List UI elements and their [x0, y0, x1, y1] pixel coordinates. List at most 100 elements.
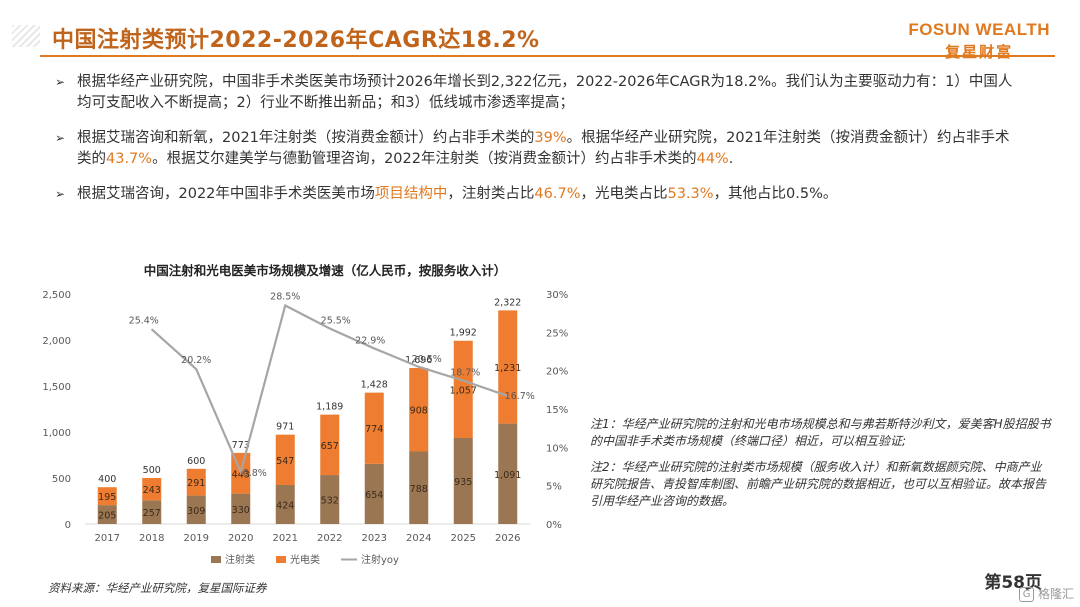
- legend-label-yoy: 注射yoy: [361, 553, 399, 566]
- bullet-text: 。根据华经产业研究院，2021年注射类（按消费金额计）约占非手术类的: [77, 130, 1010, 167]
- x-axis-tick: 2020: [228, 533, 253, 544]
- highlight-text: 46.7%: [534, 186, 581, 202]
- highlight-text: 44%: [696, 151, 729, 167]
- yoy-label: 25.4%: [129, 315, 159, 326]
- bullet-arrow-icon: ➢: [55, 187, 66, 201]
- note-1: 注1：华经产业研究院的注射和光电市场规模总和与弗若斯特沙利文，爱美客H股招股书的…: [590, 417, 1051, 448]
- bar-injection: [364, 463, 384, 524]
- x-axis-tick: 2022: [317, 533, 342, 544]
- yoy-label: 18.7%: [450, 368, 480, 379]
- yoy-label: 20.2%: [181, 355, 211, 366]
- legend-swatch-injection: [211, 556, 221, 563]
- bar-label-photoelectric: 1,231: [494, 363, 521, 374]
- chart-title: 中国注射和光电医美市场规模及增速（亿人民币，按服务收入计）: [143, 263, 507, 278]
- watermark-logo-icon: G: [1019, 587, 1035, 602]
- y-axis-left-tick: 500: [52, 474, 71, 485]
- highlight-text: 项目结构中: [374, 186, 448, 202]
- bar-injection: [142, 500, 162, 524]
- y-axis-right-tick: 5%: [546, 482, 562, 493]
- x-axis-tick: 2024: [406, 533, 431, 544]
- bar-photoelectric: [186, 468, 206, 496]
- bar-injection: [453, 437, 473, 524]
- bullet-list: ➢ 根据华经产业研究院，中国非手术类医美市场预计2026年增长到2,322亿元，2…: [55, 72, 1015, 219]
- bar-label-injection: 532: [321, 496, 339, 507]
- y-axis-right-tick: 10%: [546, 443, 568, 454]
- bullet-item: ➢ 根据艾瑞咨询和新氧，2021年注射类（按消费金额计）约占非手术类的39%。根据…: [55, 128, 1015, 170]
- bar-label-photoelectric: 291: [187, 478, 205, 489]
- highlight-text: 39%: [534, 130, 567, 146]
- y-axis-right-tick: 0%: [546, 520, 562, 531]
- bullet-text: ，光电类占比: [580, 186, 668, 202]
- bullet-text: 根据华经产业研究院，中国非手术类医美市场预计2026年增长到2,322亿元，20…: [77, 74, 1013, 111]
- yoy-point: [284, 305, 286, 306]
- bar-photoelectric: [364, 392, 384, 464]
- bar-label-photoelectric: 1,057: [450, 385, 477, 396]
- bar-label-photoelectric: 243: [143, 485, 161, 496]
- bar-label-photoelectric: 195: [98, 492, 116, 503]
- yoy-point: [329, 328, 331, 329]
- bar-label-injection: 935: [454, 477, 472, 488]
- y-axis-left-tick: 1,500: [42, 382, 71, 393]
- bar-label-photoelectric: 443: [232, 469, 250, 480]
- bar-injection: [320, 475, 340, 524]
- yoy-point: [462, 380, 464, 382]
- bar-label-photoelectric: 657: [321, 441, 339, 452]
- yoy-point: [418, 366, 420, 368]
- bullet-text: ，注射类占比: [447, 186, 535, 202]
- yoy-point: [195, 368, 197, 370]
- header-divider: [40, 55, 1055, 57]
- bar-injection: [186, 495, 206, 524]
- bar-total-label: 1,428: [361, 380, 388, 391]
- bar-photoelectric: [320, 414, 340, 476]
- y-axis-left-tick: 2,000: [42, 336, 71, 347]
- legend-label-photoelectric: 光电类: [290, 553, 320, 566]
- bar-label-photoelectric: 908: [410, 406, 428, 417]
- yoy-label: 22.9%: [355, 335, 385, 346]
- market-size-chart: 0 500 1,000 1,500 2,000 2,500 0% 5% 10% 15% 20% 25%…: [42, 290, 568, 566]
- bar-label-injection: 205: [98, 511, 116, 522]
- bullet-text: 。根据艾尔建美学与德勤管理咨询，2022年注射类（按消费金额计）约占非手术类的: [152, 151, 697, 167]
- title-decoration: [12, 25, 40, 47]
- legend-swatch-photoelectric: [276, 556, 286, 563]
- yoy-label: 16.7%: [505, 391, 535, 402]
- y-axis-right-tick: 25%: [546, 328, 568, 339]
- highlight-text: 43.7%: [106, 151, 153, 167]
- bullet-text: 根据艾瑞咨询，2022年中国非手术类医美市场: [77, 186, 375, 202]
- yoy-label: 6.8%: [243, 468, 267, 479]
- bar-total-label: 1,696: [405, 355, 432, 366]
- notes-panel: 注1：华经产业研究院的注射和光电市场规模总和与弗若斯特沙利文，爱美客H股招股书的…: [590, 416, 1052, 519]
- x-axis-tick: 2023: [362, 533, 387, 544]
- bar-total-label: 600: [187, 456, 205, 467]
- legend-label-injection: 注射类: [225, 553, 255, 566]
- bullet-text: ，其他占比0.5%。: [713, 186, 838, 202]
- bar-label-injection: 330: [232, 505, 250, 516]
- bar-injection: [409, 451, 429, 524]
- bar-label-photoelectric: 547: [276, 456, 294, 467]
- x-axis-tick: 2018: [139, 533, 164, 544]
- bullet-text: 根据艾瑞咨询和新氧，2021年注射类（按消费金额计）约占非手术类的: [77, 130, 535, 146]
- brand-name-en: FOSUN WEALTH: [908, 20, 1050, 39]
- bar-label-injection: 424: [276, 500, 294, 511]
- yoy-label: 20.5%: [412, 354, 442, 365]
- bar-injection: [97, 505, 117, 524]
- x-axis-tick: 2017: [95, 533, 120, 544]
- bar-label-injection: 788: [410, 484, 428, 495]
- bullet-item: ➢ 根据华经产业研究院，中国非手术类医美市场预计2026年增长到2,322亿元，2…: [55, 72, 1015, 114]
- yoy-point: [240, 471, 242, 473]
- bar-injection: [498, 423, 518, 524]
- brand-name-cn: 复星财富: [945, 43, 1014, 61]
- watermark-text: 格隆汇: [1037, 587, 1074, 601]
- yoy-point: [151, 328, 153, 330]
- bar-photoelectric: [275, 434, 295, 485]
- bar-total-label: 500: [143, 465, 161, 476]
- yoy-point: [507, 395, 509, 397]
- bar-label-injection: 257: [143, 508, 161, 519]
- x-axis-tick: 2021: [273, 533, 298, 544]
- bar-label-injection: 1,091: [494, 470, 521, 481]
- bar-label-injection: 654: [365, 490, 383, 501]
- bar-label-injection: 309: [187, 506, 205, 517]
- bullet-item: ➢ 根据艾瑞咨询，2022年中国非手术类医美市场项目结构中，注射类占比46.7%，…: [55, 184, 1015, 205]
- bar-photoelectric: [97, 487, 117, 506]
- x-axis-tick: 2025: [451, 533, 476, 544]
- page-number: 第58页: [984, 573, 1042, 593]
